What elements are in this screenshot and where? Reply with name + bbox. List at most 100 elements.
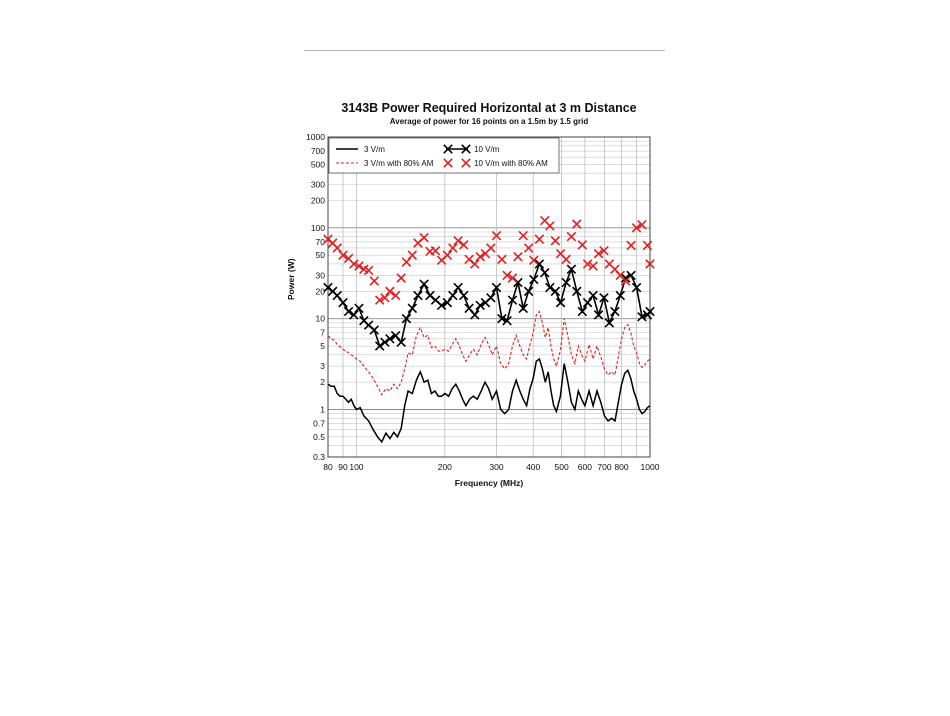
y-tick-label: 2 <box>320 377 325 387</box>
y-tick-label: 10 <box>316 314 326 324</box>
x-tick-label: 90 <box>338 462 348 472</box>
data-point-marker <box>645 259 655 269</box>
y-tick-label: 700 <box>311 146 325 156</box>
data-point-marker <box>571 286 582 297</box>
series-2 <box>327 310 651 396</box>
data-point-marker <box>448 290 458 301</box>
data-point-marker <box>448 243 458 253</box>
data-point-marker <box>545 221 555 231</box>
data-point-marker <box>642 240 653 251</box>
data-point-marker <box>637 311 647 322</box>
chart-title: 3143B Power Required Horizontal at 3 m D… <box>341 101 637 115</box>
data-point-marker <box>458 290 469 301</box>
data-point-marker <box>518 230 529 241</box>
data-point-marker <box>407 303 418 314</box>
data-point-marker <box>369 276 380 286</box>
data-point-marker <box>332 290 342 301</box>
y-tick-label: 20 <box>316 286 326 296</box>
data-point-marker <box>486 243 496 253</box>
x-tick-label: 800 <box>614 462 628 472</box>
legend-entry: 3 V/m with 80% AM <box>336 159 434 168</box>
data-point-marker <box>555 297 566 308</box>
y-tick-label: 0.3 <box>313 452 325 462</box>
data-point-marker <box>534 234 545 244</box>
series-line <box>327 310 651 396</box>
legend-marker <box>461 144 471 154</box>
y-tick-label: 0.5 <box>313 432 325 442</box>
x-tick-label: 500 <box>555 462 569 472</box>
data-point-marker <box>593 310 604 320</box>
legend-entry: 3 V/m <box>336 145 385 154</box>
data-point-marker <box>407 250 418 260</box>
data-point-marker <box>582 259 593 269</box>
data-point-marker <box>497 254 507 265</box>
data-point-marker <box>396 337 406 348</box>
legend-entry: 10 V/m with 80% AM <box>443 158 548 168</box>
legend-label: 3 V/m with 80% AM <box>364 159 434 168</box>
data-point-marker <box>369 325 380 335</box>
data-point-marker <box>550 286 561 297</box>
y-tick-label: 50 <box>316 250 326 260</box>
data-point-marker <box>645 306 655 317</box>
y-tick-label: 500 <box>311 159 325 169</box>
plot-frame <box>327 136 651 458</box>
x-tick-label: 300 <box>489 462 503 472</box>
data-point-marker <box>561 277 571 288</box>
data-point-marker <box>588 290 598 301</box>
data-point-marker <box>380 337 390 348</box>
data-point-marker <box>507 273 518 283</box>
data-point-marker <box>599 292 609 303</box>
data-point-marker <box>539 268 550 278</box>
x-tick-label: 700 <box>597 462 611 472</box>
data-point-marker <box>470 310 480 320</box>
data-point-marker <box>502 270 512 281</box>
data-point-marker <box>545 282 555 293</box>
data-point-marker <box>523 286 534 297</box>
data-point-marker <box>475 252 485 262</box>
data-point-marker <box>529 274 539 285</box>
data-point-marker <box>502 315 512 326</box>
x-axis-label: Frequency (MHz) <box>454 478 524 488</box>
data-point-marker <box>626 240 636 251</box>
data-point-marker <box>631 223 642 233</box>
data-point-marker <box>534 259 545 269</box>
data-point-marker <box>491 230 502 241</box>
top-divider <box>304 50 665 51</box>
data-point-marker <box>419 232 429 243</box>
legend-marker <box>443 144 453 154</box>
data-point-marker <box>380 292 390 303</box>
legend-entry: 10 V/m <box>443 144 500 154</box>
data-point-marker <box>610 306 620 317</box>
data-point-marker <box>349 310 359 320</box>
data-point-marker <box>354 303 364 314</box>
series-line <box>327 357 651 444</box>
data-point-marker <box>413 290 423 301</box>
data-point-marker <box>529 255 539 265</box>
data-point-marker <box>491 282 502 293</box>
y-tick-label: 0.7 <box>313 419 325 429</box>
data-point-marker <box>637 220 647 230</box>
data-point-marker <box>332 243 342 253</box>
data-point-marker <box>571 219 582 229</box>
y-tick-label: 300 <box>311 179 325 189</box>
data-point-marker <box>631 282 642 293</box>
y-tick-label: 7 <box>320 328 325 338</box>
x-tick-label: 1000 <box>641 462 660 472</box>
data-point-marker <box>507 295 518 305</box>
data-point-marker <box>604 318 615 328</box>
legend: 3 V/m 10 V/m 3 V/m with 80% AM 10 V/m with … <box>328 137 560 174</box>
x-tick-label: 400 <box>526 462 540 472</box>
y-tick-label: 100 <box>311 223 325 233</box>
y-tick-label: 3 <box>320 361 325 371</box>
data-point-marker <box>419 279 429 289</box>
y-tick-label: 200 <box>311 195 325 205</box>
data-point-marker <box>349 259 359 269</box>
y-tick-label: 1 <box>320 405 325 415</box>
x-tick-label: 200 <box>438 462 452 472</box>
legend-label: 10 V/m with 80% AM <box>474 159 548 168</box>
axes: 1000 700 500 300 200 100 70 50 30 20 10 7 5 3 2 1 0.7 0.5… <box>306 132 660 472</box>
data-point-marker <box>599 245 609 256</box>
data-point-marker <box>354 261 364 271</box>
data-point-marker <box>436 300 447 311</box>
